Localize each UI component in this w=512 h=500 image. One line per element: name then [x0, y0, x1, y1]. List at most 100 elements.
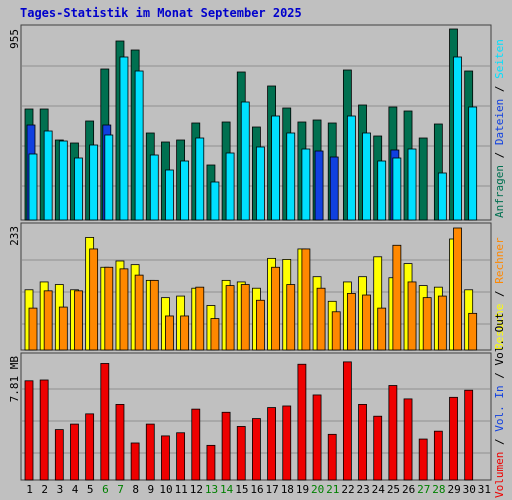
bar-rechner	[362, 294, 371, 351]
day-label: 10	[159, 483, 172, 496]
bar-seiten	[362, 132, 371, 221]
bar-rechner	[437, 295, 447, 351]
bar-seiten	[58, 140, 68, 221]
bar-rechner	[225, 285, 235, 351]
bar-rechner	[195, 286, 205, 351]
day-label: 1	[26, 483, 33, 496]
bar-volumen	[145, 423, 155, 481]
bar-rechner	[149, 279, 159, 351]
day-label: 11	[175, 483, 188, 496]
legend-separator: /	[493, 284, 506, 304]
day-label: 8	[132, 483, 139, 496]
bar-volumen	[373, 415, 383, 481]
bar-seiten	[437, 172, 447, 221]
legend-separator: /	[493, 432, 506, 452]
bar-seiten	[256, 146, 265, 221]
bar-seiten	[346, 115, 356, 221]
day-label: 2	[41, 483, 48, 496]
legend-entry: Seiten	[493, 39, 506, 79]
bar-volumen	[297, 363, 307, 481]
day-label: 20	[311, 483, 324, 496]
y-max-label: 7.81 MB	[8, 356, 21, 403]
bar-rechner	[392, 244, 402, 351]
bar-seiten	[134, 70, 144, 221]
bar-seiten	[195, 137, 205, 221]
bar-seiten	[240, 101, 250, 221]
legend-entry: Dateien	[493, 99, 506, 145]
bar-seiten	[149, 154, 159, 221]
day-label: 5	[87, 483, 94, 496]
bar-rechner	[256, 299, 265, 351]
bar-volumen	[312, 394, 322, 481]
bar-seiten	[104, 134, 114, 221]
legend-bottom: Volumen / Vol. In / Vol. Out	[493, 313, 506, 498]
bar-volumen	[418, 438, 428, 481]
day-label: 6	[102, 483, 109, 496]
bar-seiten	[210, 181, 220, 221]
day-label: 25	[387, 483, 400, 496]
bar-seiten	[89, 144, 99, 221]
day-label: 4	[72, 483, 79, 496]
bar-volumen	[358, 404, 367, 481]
legend-separator: /	[493, 366, 506, 386]
bar-volumen	[115, 404, 125, 481]
bar-rechner	[134, 274, 144, 351]
bar-anfragen	[418, 137, 428, 221]
bar-volumen	[449, 396, 458, 481]
bar-seiten	[28, 153, 38, 221]
bar-volumen	[70, 423, 79, 481]
day-label: 15	[235, 483, 248, 496]
day-label: 30	[463, 483, 476, 496]
bar-rechner	[240, 284, 250, 351]
day-label: 7	[117, 483, 124, 496]
bar-volumen	[54, 429, 64, 481]
legend-entry: Vol. Out	[493, 313, 506, 366]
bar-volumen	[130, 442, 140, 481]
bar-volumen	[39, 379, 49, 481]
bar-rechner	[89, 248, 99, 351]
day-label: 31	[478, 483, 491, 496]
bar-rechner	[210, 318, 220, 351]
bar-seiten	[43, 130, 53, 221]
bar-volumen	[388, 385, 398, 481]
bar-volumen	[100, 363, 110, 481]
legend-top: Anfragen / Dateien / Seiten	[493, 39, 506, 218]
bar-rechner	[165, 315, 174, 351]
legend-mid: Besuche / Rechner	[493, 237, 506, 350]
bar-rechner	[346, 293, 356, 351]
bar-volumen	[221, 411, 231, 481]
legend-separator: /	[493, 79, 506, 99]
day-label: 16	[250, 483, 263, 496]
bar-dateien	[329, 156, 339, 221]
bar-seiten	[225, 152, 235, 221]
bar-seiten	[377, 160, 387, 221]
y-max-label: 955	[8, 29, 21, 49]
bar-volumen	[85, 413, 95, 481]
bar-seiten	[468, 106, 478, 221]
bar-rechner	[377, 307, 387, 351]
day-label: 17	[266, 483, 279, 496]
day-label: 14	[220, 483, 234, 496]
bar-rechner	[468, 312, 478, 351]
legend-separator: /	[493, 145, 506, 165]
bar-volumen	[403, 398, 413, 481]
day-label: 22	[341, 483, 354, 496]
bar-volumen	[267, 407, 276, 481]
bar-rechner	[422, 297, 432, 351]
bar-volumen	[433, 430, 443, 481]
bar-seiten	[74, 157, 83, 221]
bar-volumen	[176, 432, 186, 481]
bar-rechner	[119, 268, 129, 351]
bar-rechner	[74, 290, 83, 351]
day-label: 23	[357, 483, 370, 496]
legend-entry: Volumen	[493, 452, 506, 498]
bar-volumen	[327, 433, 337, 481]
bar-volumen	[252, 418, 261, 481]
bar-rechner	[180, 315, 190, 351]
bar-volumen	[342, 361, 352, 481]
bar-volumen	[464, 389, 474, 481]
day-label: 18	[281, 483, 294, 496]
bar-volumen	[236, 426, 246, 481]
bar-seiten	[180, 160, 190, 221]
